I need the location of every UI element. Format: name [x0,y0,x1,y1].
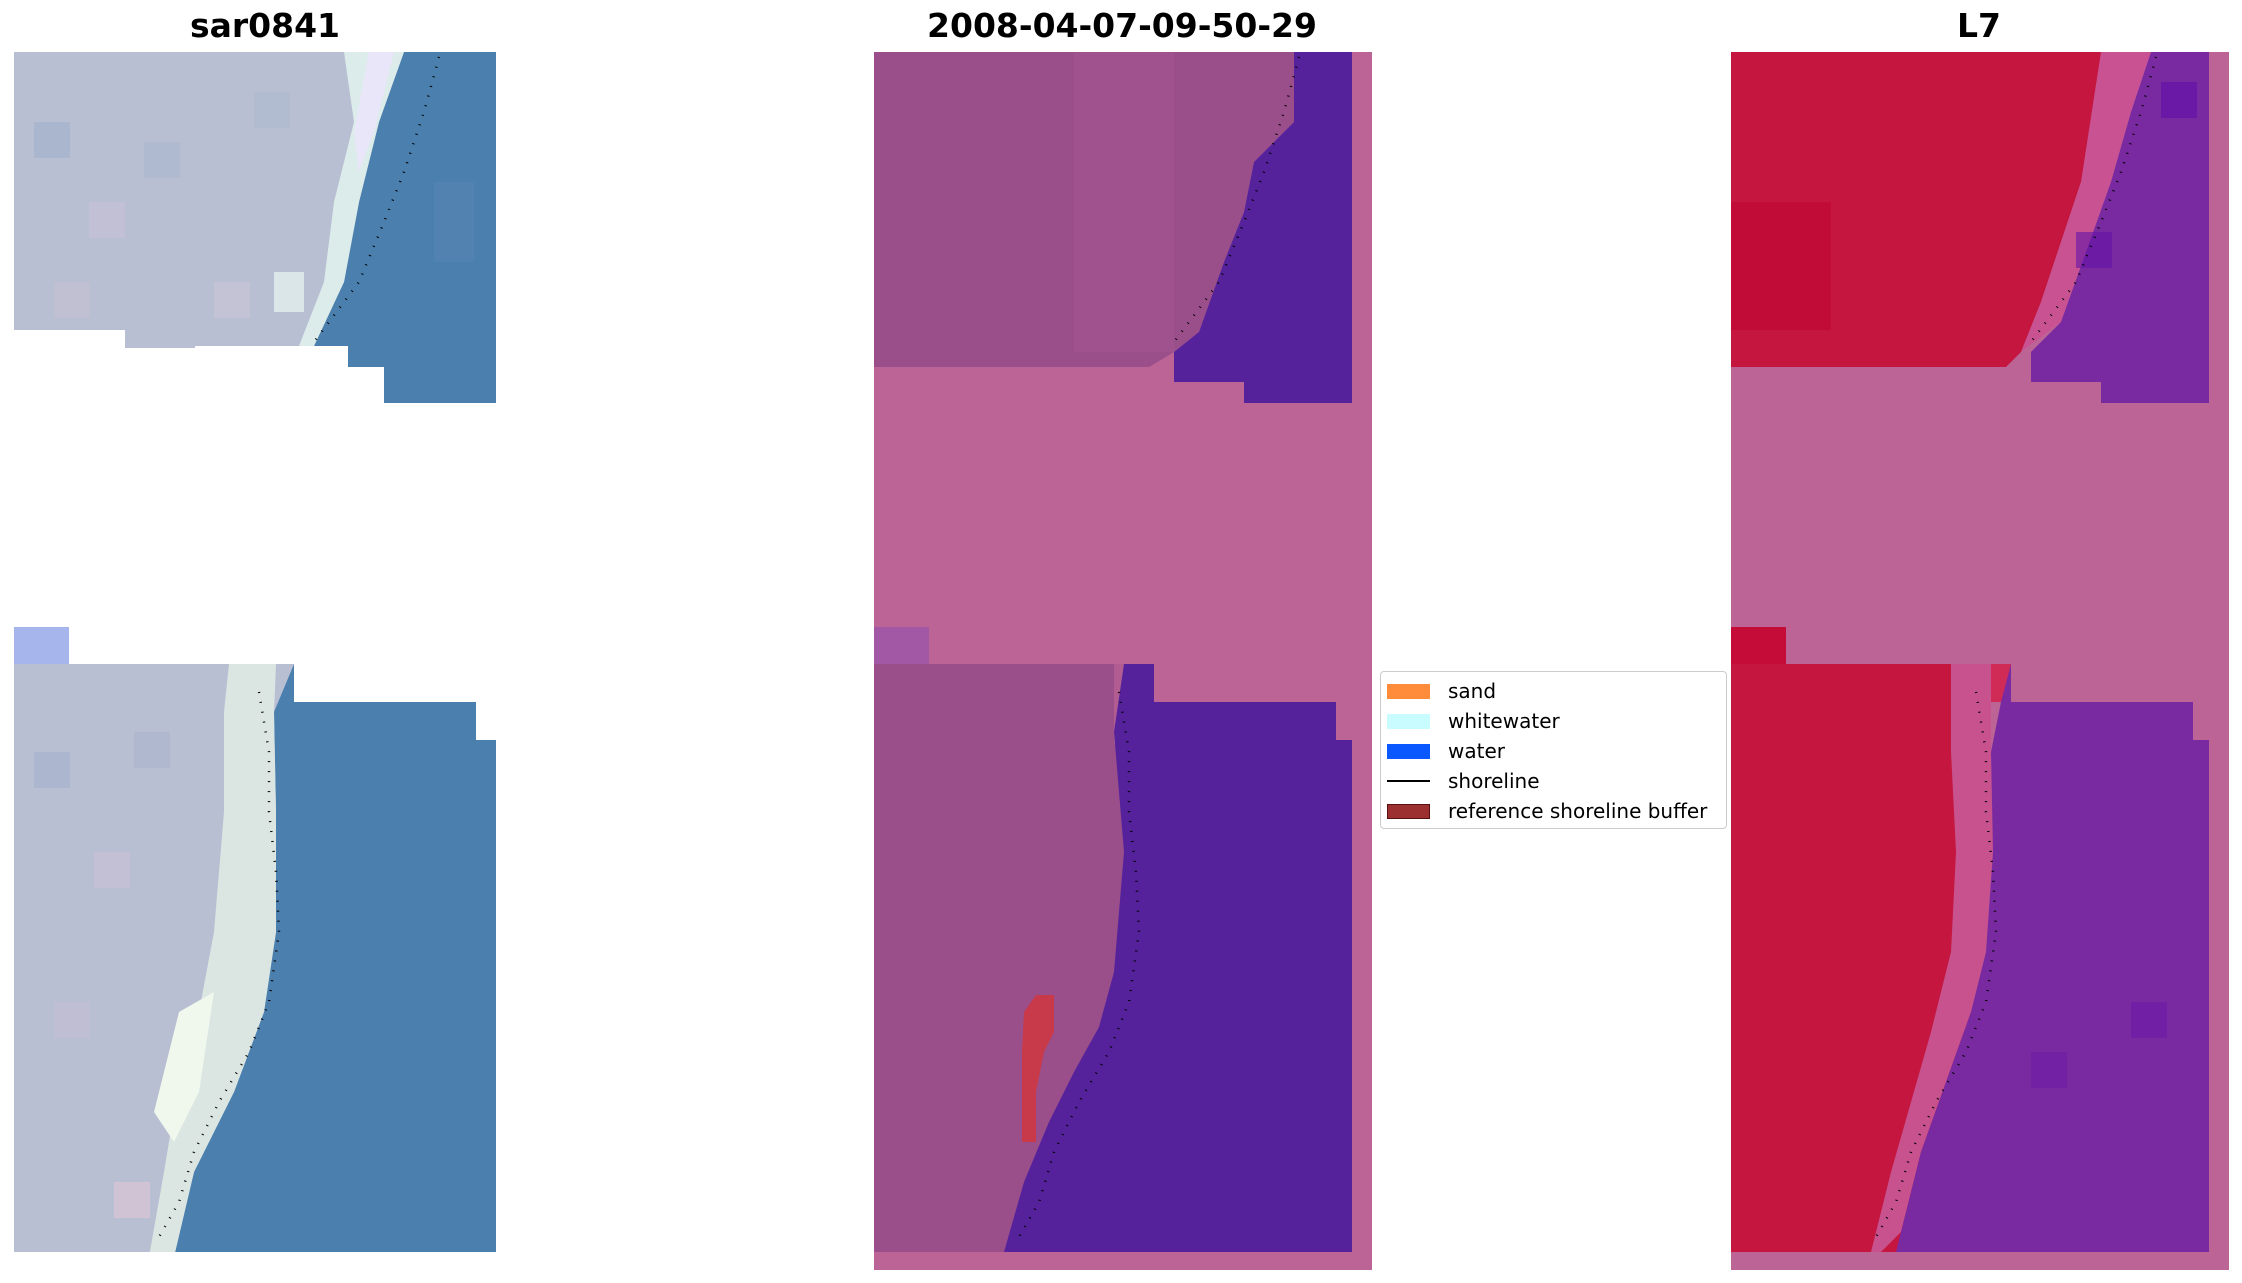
rgb-bottom-block [14,627,496,1252]
legend-item-shoreline: shoreline [1387,768,1540,794]
panel-title-rgb: sar0841 [189,6,341,45]
legend-label-sand: sand [1448,679,1497,703]
sand-swatch [1387,683,1430,699]
classified-shoreline-bottom [1017,691,1141,1238]
water-swatch [1387,743,1430,759]
classified-image-panel [874,52,1372,1270]
index-shoreline-bottom [1874,691,1998,1238]
legend-item-sand: sand [1387,678,1496,704]
rgb-image-panel [14,52,496,1252]
legend-item-water: water [1387,738,1505,764]
legend-item-whitewater: whitewater [1387,708,1560,734]
panel-title-classified: 2008-04-07-09-50-29 [927,6,1317,45]
legend-item-reference-buffer: reference shoreline buffer [1387,798,1707,824]
rgb-shoreline-bottom [157,691,281,1238]
legend-label-shoreline: shoreline [1448,769,1540,793]
index-image-panel [1731,52,2229,1270]
reference-buffer-swatch [1387,803,1430,819]
legend-label-reference-buffer: reference shoreline buffer [1448,799,1708,823]
shoreline-line-swatch [1387,780,1430,782]
legend: sand whitewater water shoreline referenc… [1380,671,1727,829]
whitewater-swatch [1387,713,1430,729]
legend-label-whitewater: whitewater [1448,709,1560,733]
rgb-top-block [14,52,496,403]
legend-label-water: water [1448,739,1505,763]
panel-title-index: L7 [1957,6,2001,45]
